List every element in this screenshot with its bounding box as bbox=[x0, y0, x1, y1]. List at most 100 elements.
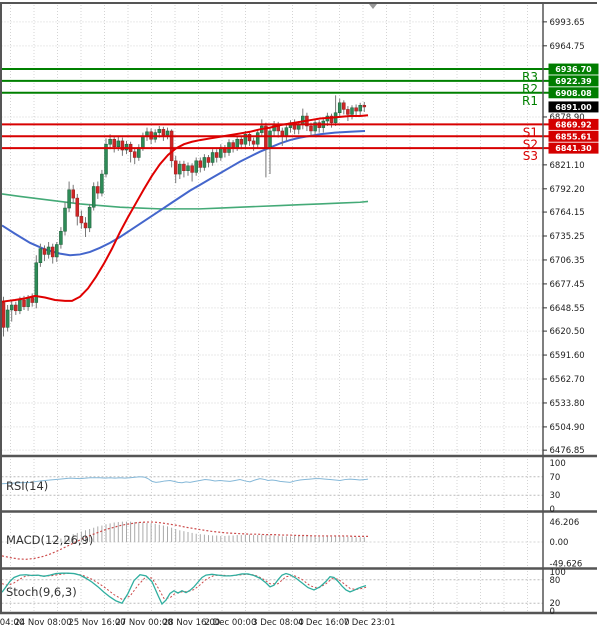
candle-down bbox=[198, 160, 203, 168]
candle-down bbox=[120, 140, 125, 151]
candle-down bbox=[161, 129, 166, 136]
candle-down bbox=[354, 107, 358, 112]
price-tick-label: 6735.25 bbox=[550, 232, 585, 242]
candle-down bbox=[22, 299, 26, 307]
time-tick-label: 4 Dec 16:00 bbox=[298, 618, 350, 628]
candle-up bbox=[202, 157, 207, 168]
gridlines bbox=[1, 5, 543, 611]
resistance-label: R1 bbox=[522, 94, 538, 108]
candle-up bbox=[358, 105, 362, 112]
time-tick-label: 04:00 bbox=[0, 618, 24, 628]
price-tick-label: 6533.80 bbox=[550, 399, 585, 409]
price-tick-label: 6620.50 bbox=[550, 327, 585, 337]
candle-up bbox=[26, 297, 30, 307]
time-tick-label: 25 Nov 16:00 bbox=[68, 618, 125, 628]
stochastic-panel bbox=[1, 572, 543, 606]
price-tick-label: 6648.55 bbox=[550, 304, 585, 314]
candle-down bbox=[214, 152, 219, 158]
candle-down bbox=[182, 163, 186, 171]
rsi-panel bbox=[1, 476, 543, 496]
svg-text:6841.30: 6841.30 bbox=[555, 144, 592, 153]
candle-down bbox=[96, 186, 100, 194]
candle-up bbox=[59, 230, 63, 245]
candle-down bbox=[14, 304, 18, 312]
candle-down bbox=[190, 165, 194, 173]
candle-up bbox=[87, 206, 92, 229]
candle-down bbox=[42, 248, 47, 255]
candle-down bbox=[280, 130, 285, 137]
candle-up bbox=[100, 173, 104, 194]
candle-up bbox=[34, 262, 39, 303]
candle-up bbox=[9, 304, 14, 311]
rsi-line bbox=[1, 476, 369, 485]
candle-up bbox=[18, 299, 22, 312]
candle-up bbox=[186, 165, 190, 171]
candle-up bbox=[210, 152, 215, 163]
candle-up bbox=[243, 134, 248, 145]
candle-down bbox=[30, 297, 34, 303]
price-axis: 6993.65 6964.75 6878.90 6821.10 6792.20 6764.… bbox=[543, 18, 585, 456]
candle-down bbox=[206, 157, 211, 163]
support-price-box bbox=[548, 118, 599, 130]
candle-down bbox=[247, 134, 252, 142]
candle-up bbox=[108, 139, 112, 145]
candle-down bbox=[329, 115, 334, 123]
candle-down bbox=[50, 246, 55, 258]
candle-up bbox=[55, 244, 59, 258]
candle-up bbox=[67, 189, 71, 209]
price-tick-label: 6792.20 bbox=[550, 185, 585, 195]
candle-up bbox=[141, 135, 145, 148]
rsi-panel-label: RSI(14) bbox=[6, 479, 49, 493]
candle-down bbox=[169, 130, 174, 162]
candle-up bbox=[235, 139, 239, 148]
indicator-axis-label: 46.206 bbox=[550, 518, 580, 528]
candle-down bbox=[75, 197, 80, 217]
svg-text:6869.92: 6869.92 bbox=[555, 120, 591, 129]
candle-down bbox=[112, 139, 116, 147]
stoch-panel-label: Stoch(9,6,3) bbox=[6, 585, 77, 599]
resistance-price-box bbox=[548, 63, 599, 75]
price-tick-label: 6706.35 bbox=[550, 256, 585, 266]
indicator-axis-label: 0.00 bbox=[550, 538, 569, 548]
candle-down bbox=[173, 160, 178, 175]
svg-text:6908.08: 6908.08 bbox=[555, 89, 592, 98]
time-tick-label: 3 Dec 08:00 bbox=[252, 618, 304, 628]
candle-up bbox=[46, 246, 51, 255]
candle-up bbox=[350, 107, 354, 115]
candle-up bbox=[194, 160, 198, 173]
candle-up bbox=[255, 132, 260, 145]
support-label: S3 bbox=[523, 149, 538, 163]
time-tick-label: 28 Nov 16:00 bbox=[163, 618, 220, 628]
candle-up bbox=[284, 127, 289, 137]
time-tick-label: 7 Dec 23:01 bbox=[344, 618, 396, 628]
moving-averages-slow bbox=[1, 129, 369, 257]
candle-up bbox=[104, 143, 108, 175]
indicator-axis-label: 0 bbox=[550, 607, 555, 617]
candle-down bbox=[231, 142, 235, 148]
candle-down bbox=[346, 109, 350, 115]
price-tick-label: 6878.90 bbox=[550, 113, 585, 123]
macd-panel-label: MACD(12,26,9) bbox=[6, 533, 94, 547]
svg-text:6891.00: 6891.00 bbox=[555, 103, 592, 112]
candle-up bbox=[157, 129, 162, 133]
candle-up bbox=[165, 130, 170, 136]
candle-up bbox=[91, 186, 96, 208]
candle-down bbox=[132, 151, 137, 158]
svg-text:6855.61: 6855.61 bbox=[555, 132, 592, 141]
indicator-axis-label: 20 bbox=[550, 599, 561, 609]
candle-down bbox=[362, 105, 367, 108]
candle-down bbox=[83, 222, 88, 229]
candle-down bbox=[251, 140, 256, 145]
price-tick-label: 6591.60 bbox=[550, 351, 585, 361]
time-tick-label: 24 Nov 08:00 bbox=[14, 618, 71, 628]
candle-down bbox=[309, 125, 313, 132]
price-level-boxes: 6936.70 6922.39 6908.08 6891.00 6869.92 6855.… bbox=[548, 63, 599, 154]
time-tick-label: 2 Dec 00:00 bbox=[205, 618, 257, 628]
svg-text:6936.70: 6936.70 bbox=[555, 65, 592, 74]
resistance-price-box bbox=[548, 87, 599, 99]
time-tick-label: 27 Nov 00:00 bbox=[115, 618, 172, 628]
